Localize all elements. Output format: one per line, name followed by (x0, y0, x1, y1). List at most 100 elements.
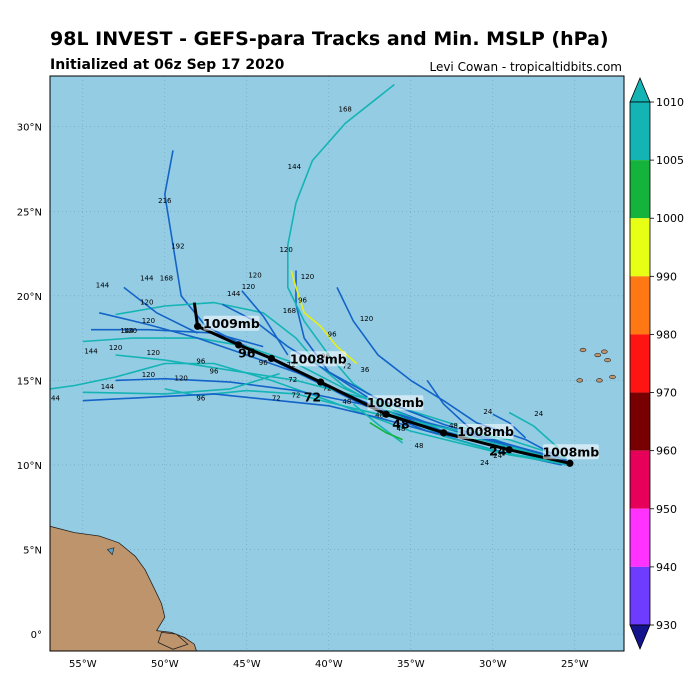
longitude-tick-label: 40°W (315, 659, 343, 670)
colorbar-label: 960 (656, 445, 677, 458)
mean-hour-label: 72 (304, 389, 321, 404)
colorbar-segment (630, 392, 650, 451)
hour-tag: 192 (171, 243, 184, 251)
colorbar-top-extension (629, 76, 651, 103)
hour-tag: 24 (483, 408, 492, 416)
colorbar-segment (630, 334, 650, 393)
hour-tag: 72 (323, 385, 332, 393)
mean-track: 1008mb 1008mb 1008mb 1008mb 1009mb 24 48 72 96 (192, 302, 599, 467)
member-track (123, 286, 198, 334)
pressure-label-bg (542, 444, 599, 460)
mean-track-point (235, 341, 243, 349)
mean-track-point (505, 446, 513, 454)
pressure-label-bg (457, 423, 514, 439)
pressure-label-bg (367, 395, 424, 411)
mean-track-point (566, 459, 574, 467)
hour-tag: 168 (283, 307, 296, 315)
colorbar-label: 990 (656, 270, 677, 283)
latitude-tick-label: 15°N (17, 376, 42, 387)
colorbar-frame (629, 101, 651, 626)
latitude-tick-label: 0° (31, 630, 42, 641)
hour-tag: 120 (301, 273, 314, 281)
cape-verde-island (604, 358, 611, 363)
cape-verde-island (609, 374, 616, 380)
hour-tag: 144 (84, 347, 98, 355)
cape-verde-island (601, 349, 608, 354)
member-track (492, 413, 527, 439)
mean-hour-label: 96 (238, 345, 256, 360)
colorbar-segment (630, 218, 650, 277)
latitude-tick-label: 25°N (17, 207, 42, 218)
latitude-tick-label: 10°N (17, 461, 42, 472)
hour-tag: 96 (210, 368, 219, 376)
hour-tag: 48 (415, 442, 424, 450)
member-track (241, 290, 289, 356)
hour-tag: 192 (406, 68, 419, 76)
mean-hour-label: 48 (392, 416, 409, 431)
longitude-tick-label: 35°W (397, 659, 425, 670)
hour-tag: 216 (158, 197, 172, 205)
member-track-1000 (369, 422, 403, 441)
hour-tag: 36 (360, 366, 369, 374)
latitude-tick-label: 30°N (17, 123, 42, 134)
hour-tag: 24 (493, 452, 502, 460)
cape-verde-island (596, 378, 603, 383)
colorbar-segment (630, 450, 650, 509)
hour-tag: 48 (342, 398, 351, 406)
latitude-tick-label: 5°N (23, 546, 42, 557)
hour-tag: 96 (298, 297, 307, 305)
member-track (91, 328, 264, 348)
colorbar-bottom-extension (629, 624, 651, 651)
hour-tag: 24 (534, 410, 543, 418)
hour-tag: 72 (342, 363, 351, 371)
member-track (82, 372, 280, 395)
hour-tag: 96 (196, 358, 205, 366)
pressure-label: 1008mb (290, 351, 347, 366)
colorbar-label: 980 (656, 328, 677, 341)
mean-track-point (194, 322, 202, 330)
pressure-label: 1009mb (203, 316, 260, 331)
hour-tag: 144 (96, 281, 110, 289)
hour-tag: 120 (242, 283, 255, 291)
hour-tag: 144 (288, 163, 302, 171)
cape-verde-island (579, 347, 587, 353)
colorbar-label: 940 (656, 561, 677, 574)
hour-tag: 120 (109, 344, 122, 352)
hour-tag: 24 (480, 459, 489, 467)
colorbar-segment (630, 276, 650, 335)
colorbar-label: 950 (656, 503, 677, 516)
hour-tag: 144 (47, 395, 61, 403)
hour-tag: 120 (279, 246, 292, 254)
hour-tag: 120 (147, 349, 160, 357)
longitude-tick-label: 30°W (479, 659, 507, 670)
hour-tag: 48 (449, 422, 458, 430)
cape-verde-island (594, 352, 602, 358)
chart-title: 98L INVEST - GEFS-para Tracks and Min. M… (50, 28, 609, 50)
hour-tag: 144 (227, 290, 241, 298)
hour-tag: 96 (196, 395, 205, 403)
hour-tag: 96 (328, 330, 337, 338)
hour-tag: 72 (288, 376, 297, 384)
mean-hour-label: 24 (489, 443, 507, 458)
mean-track-point (317, 378, 325, 386)
pressure-label: 1008mb (367, 395, 424, 410)
reservoir-lake (106, 547, 115, 556)
hour-tag: 120 (360, 315, 373, 323)
colorbar-segment (630, 102, 650, 161)
ensemble-tracks (50, 83, 571, 466)
hour-tag: 120 (140, 298, 153, 306)
colorbar-segment (630, 508, 650, 567)
marajo-island (157, 631, 189, 650)
colorbar-segment (630, 160, 650, 219)
mean-track-point (440, 429, 448, 437)
pressure-label-bg (203, 315, 260, 331)
longitude-tick-label: 55°W (69, 659, 97, 670)
colorbar-label: 970 (656, 387, 677, 400)
longitude-tick-label: 50°W (151, 659, 179, 670)
plot-frame (49, 75, 625, 652)
hour-tag: 72 (272, 395, 281, 403)
pressure-label: 1008mb (542, 444, 599, 459)
hour-tag: 48 (396, 425, 405, 433)
